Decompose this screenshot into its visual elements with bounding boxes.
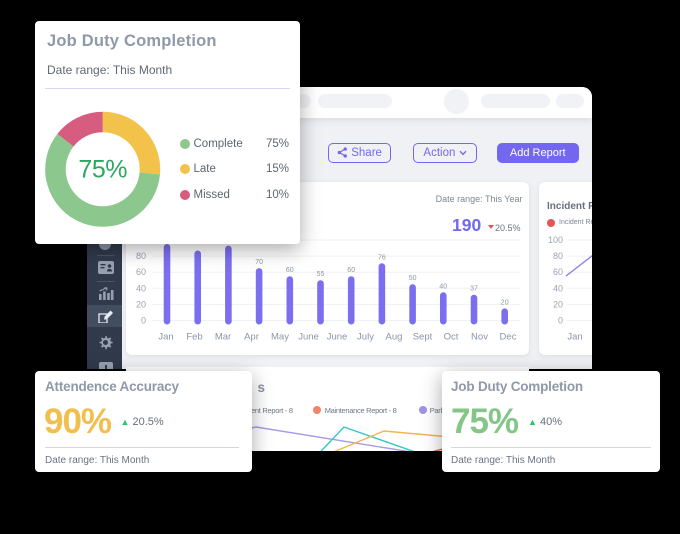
svg-text:37: 37 — [470, 286, 478, 293]
svg-text:80: 80 — [136, 251, 146, 261]
svg-text:100: 100 — [548, 235, 563, 245]
svg-text:May: May — [271, 332, 289, 343]
svg-text:50: 50 — [409, 275, 417, 282]
svg-text:Jan: Jan — [567, 332, 582, 343]
svg-text:20: 20 — [501, 299, 509, 306]
svg-text:Oct: Oct — [444, 332, 459, 343]
svg-text:76: 76 — [378, 254, 386, 261]
svg-text:60: 60 — [286, 267, 294, 274]
svg-text:70: 70 — [255, 259, 263, 266]
svg-text:0: 0 — [558, 316, 563, 326]
svg-text:75%: 75% — [78, 156, 127, 184]
svg-text:40: 40 — [553, 283, 563, 293]
svg-text:Sept: Sept — [413, 332, 433, 343]
svg-text:60: 60 — [347, 267, 355, 274]
svg-text:20: 20 — [553, 299, 563, 309]
svg-text:Nov: Nov — [471, 332, 488, 343]
svg-text:Dec: Dec — [500, 332, 517, 343]
svg-text:0: 0 — [141, 316, 146, 326]
svg-text:Jan: Jan — [158, 332, 173, 343]
svg-text:55: 55 — [317, 271, 325, 278]
svg-text:July: July — [357, 332, 374, 343]
svg-text:Mar: Mar — [215, 332, 231, 343]
svg-text:60: 60 — [136, 267, 146, 277]
svg-text:20: 20 — [136, 299, 146, 309]
svg-text:60: 60 — [553, 267, 563, 277]
svg-text:June: June — [298, 332, 319, 343]
svg-text:40: 40 — [439, 283, 447, 290]
svg-text:Aug: Aug — [386, 332, 403, 343]
svg-text:40: 40 — [136, 283, 146, 293]
svg-text:June: June — [327, 332, 348, 343]
svg-text:80: 80 — [553, 251, 563, 261]
svg-text:Apr: Apr — [244, 332, 259, 343]
svg-text:Feb: Feb — [186, 332, 202, 343]
